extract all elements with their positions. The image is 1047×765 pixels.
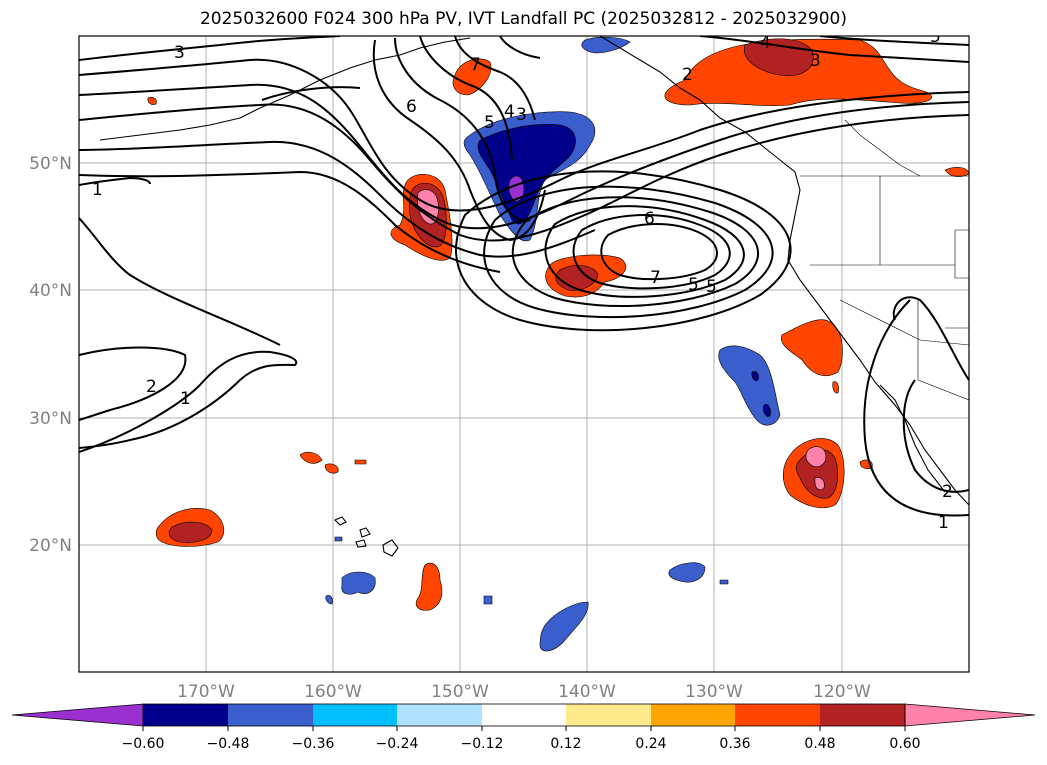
colorbar-extend-right [904,703,1036,727]
longitude-labels: 170°W 160°W 150°W 140°W 130°W 120°W [177,682,871,702]
colorbar-segment [651,704,735,726]
contour-label: 5 [484,113,495,133]
colorbar-segment [397,704,482,726]
contour-label: 2 [682,65,693,85]
colorbar-tick-labels: −0.60 −0.48 −0.36 −0.24 −0.12 0.12 0.24 … [122,736,921,752]
colorbar-tick-label: −0.48 [207,736,250,752]
colorbar-segment [735,704,820,726]
colorbar-tick-label: −0.60 [122,736,165,752]
negative-anomaly-shading [325,36,781,652]
colorbar-segment [143,704,228,726]
colorbar-segment [566,704,651,726]
contour-label: 3 [810,51,821,71]
contour-label: 1 [938,513,949,533]
contour-label: 2 [146,377,157,397]
colorbar-outline [142,703,906,727]
colorbar-tick-label: 0.36 [719,736,750,752]
colorbar-ticks [142,726,906,731]
lat-label-40n: 40°N [29,281,72,301]
contour-label: 5 [930,27,941,47]
colorbar: −0.60 −0.48 −0.36 −0.24 −0.12 0.12 0.24 … [11,703,1036,752]
colorbar-segment [228,704,313,726]
colorbar-extend-left [11,703,144,727]
contour-label: 3 [516,105,527,125]
lon-label-150w: 150°W [431,682,489,702]
lat-label-20n: 20°N [29,536,72,556]
contour-label: 7 [470,55,481,75]
colorbar-tick-label: 0.12 [550,736,581,752]
colorbar-segment [313,704,397,726]
contour-label: 5 [706,277,717,297]
colorbar-tick-label: −0.12 [461,736,504,752]
contour-label: 4 [760,33,771,53]
latitude-labels: 50°N 40°N 30°N 20°N [29,154,72,556]
map-title: 2025032600 F024 300 hPa PV, IVT Landfall… [199,9,847,29]
contour-label: 6 [406,97,417,117]
contour-label: 5 [688,275,699,295]
contour-label: 2 [942,482,953,502]
contour-label: 1 [180,389,191,409]
lat-label-50n: 50°N [29,154,72,174]
state-borders [800,119,969,401]
colorbar-tick-label: 0.60 [889,736,920,752]
lon-label-170w: 170°W [177,682,235,702]
colorbar-tick-label: 0.24 [635,736,666,752]
contour-label: 7 [650,268,661,288]
lon-label-140w: 140°W [558,682,616,702]
colorbar-segment [482,704,566,726]
map-frame [78,35,970,673]
lon-label-130w: 130°W [685,682,743,702]
colorbar-tick-label: −0.24 [376,736,419,752]
contour-label: 3 [174,43,185,63]
colorbar-segment [820,704,905,726]
pv-contours [79,36,969,517]
pv-contour-labels: 3 4 5 6 7 1 2 1 2 1 3 4 5 6 7 5 3 2 5 [92,27,953,533]
contour-label: 1 [92,180,103,200]
colorbar-tick-label: 0.48 [804,736,835,752]
lat-label-30n: 30°N [29,409,72,429]
colorbar-tick-label: −0.36 [292,736,335,752]
lon-label-160w: 160°W [304,682,362,702]
lon-label-120w: 120°W [813,682,871,702]
contour-label: 6 [644,209,655,229]
contour-label: 4 [504,102,515,122]
